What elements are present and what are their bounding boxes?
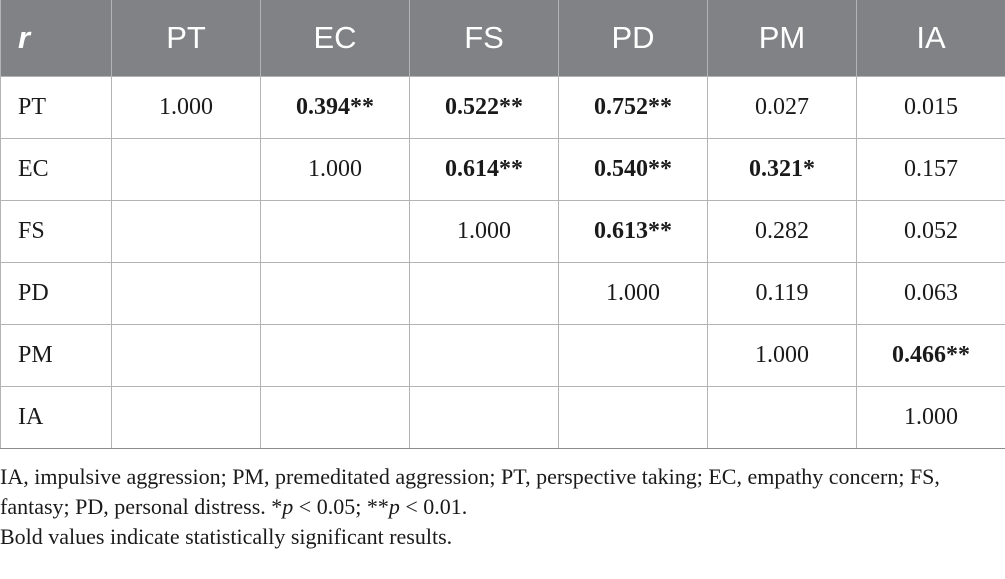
table-row: EC 1.000 0.614** 0.540** 0.321* 0.157 — [0, 138, 1005, 201]
column-header: FS — [409, 0, 559, 77]
table-cell: 1.000 — [856, 386, 1005, 449]
sig-p-1: p — [282, 494, 294, 519]
abbreviations-text: IA, impulsive aggression; PM, premeditat… — [0, 464, 940, 519]
row-label: PM — [0, 324, 112, 387]
table-body: PT 1.000 0.394** 0.522** 0.752** 0.027 0.015 EC… — [0, 76, 1005, 449]
table-cell-empty — [409, 324, 559, 387]
table-cell-empty — [111, 138, 261, 201]
table-cell-empty — [260, 262, 410, 325]
correlation-table-container: r PT EC FS PD PM IA PT 1.000 0.394** 0.522*… — [0, 0, 1005, 449]
correlation-table: r PT EC FS PD PM IA PT 1.000 0.394** 0.522*… — [0, 0, 1005, 449]
table-cell-empty — [707, 386, 857, 449]
row-label: EC — [0, 138, 112, 201]
table-cell: 1.000 — [707, 324, 857, 387]
table-cell: 1.000 — [409, 200, 559, 263]
table-cell: 0.540** — [558, 138, 708, 201]
row-label: PT — [0, 76, 112, 139]
table-cell-empty — [558, 386, 708, 449]
table-cell: 1.000 — [260, 138, 410, 201]
row-label: PD — [0, 262, 112, 325]
table-row: PM 1.000 0.466** — [0, 324, 1005, 387]
table-cell: 0.466** — [856, 324, 1005, 387]
corner-header: r — [0, 0, 112, 77]
footnote-bold-note: Bold values indicate statistically signi… — [0, 524, 453, 549]
table-cell-empty — [260, 200, 410, 263]
column-header: IA — [856, 0, 1005, 77]
sig-p-2: p — [388, 494, 400, 519]
table-cell-empty — [111, 386, 261, 449]
table-cell: 0.752** — [558, 76, 708, 139]
column-header: PD — [558, 0, 708, 77]
table-cell: 0.282 — [707, 200, 857, 263]
table-cell: 1.000 — [111, 76, 261, 139]
table-cell: 1.000 — [558, 262, 708, 325]
table-cell-empty — [111, 262, 261, 325]
column-header: PT — [111, 0, 261, 77]
sig-star-1: * — [271, 494, 283, 519]
table-cell-empty — [111, 324, 261, 387]
table-cell: 0.614** — [409, 138, 559, 201]
table-cell: 0.027 — [707, 76, 857, 139]
column-header: EC — [260, 0, 410, 77]
table-cell-empty — [558, 324, 708, 387]
sig-star-2: ** — [366, 494, 389, 519]
column-header: PM — [707, 0, 857, 77]
table-row: PD 1.000 0.119 0.063 — [0, 262, 1005, 325]
table-row: FS 1.000 0.613** 0.282 0.052 — [0, 200, 1005, 263]
table-footnotes: IA, impulsive aggression; PM, premeditat… — [0, 462, 1000, 552]
table-row: PT 1.000 0.394** 0.522** 0.752** 0.027 0.015 — [0, 76, 1005, 139]
table-cell-empty — [111, 200, 261, 263]
table-cell-empty — [409, 262, 559, 325]
sig-rest-2: < 0.01. — [399, 494, 468, 519]
table-cell: 0.063 — [856, 262, 1005, 325]
table-cell: 0.321* — [707, 138, 857, 201]
header-row: r PT EC FS PD PM IA — [0, 0, 1005, 77]
table-cell-empty — [409, 386, 559, 449]
table-cell: 0.394** — [260, 76, 410, 139]
table-cell: 0.613** — [558, 200, 708, 263]
table-cell: 0.052 — [856, 200, 1005, 263]
table-cell: 0.522** — [409, 76, 559, 139]
table-cell-empty — [260, 386, 410, 449]
row-label: IA — [0, 386, 112, 449]
table-cell: 0.015 — [856, 76, 1005, 139]
sig-rest-1: < 0.05; — [293, 494, 367, 519]
table-cell: 0.119 — [707, 262, 857, 325]
footnote-abbreviations: IA, impulsive aggression; PM, premeditat… — [0, 462, 1000, 522]
table-cell-empty — [260, 324, 410, 387]
table-cell: 0.157 — [856, 138, 1005, 201]
table-row: IA 1.000 — [0, 386, 1005, 449]
row-label: FS — [0, 200, 112, 263]
